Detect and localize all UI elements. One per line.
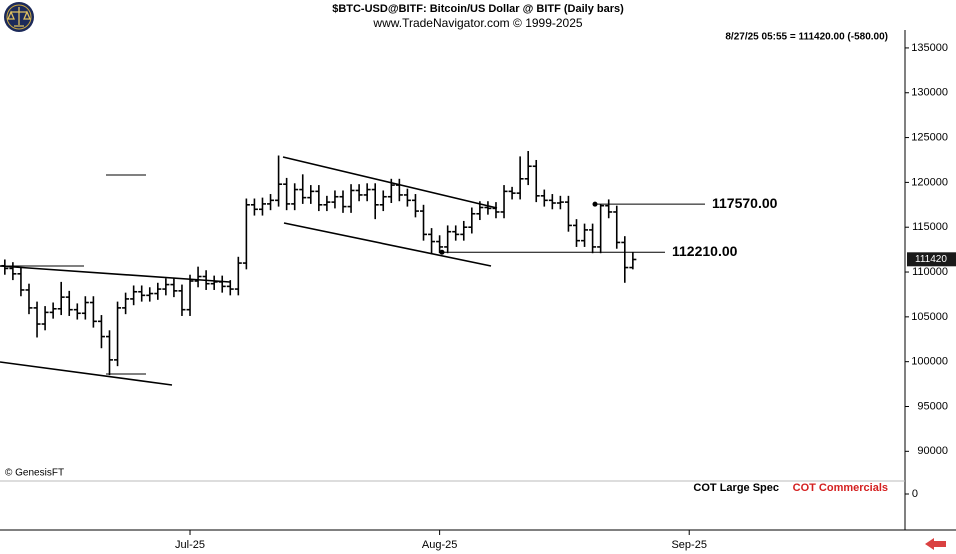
- quote: 8/27/25 05:55 = 111420.00 (-580.00): [725, 32, 888, 43]
- y-tick-label: 115000: [912, 221, 948, 233]
- y-tick-label: 100000: [911, 356, 948, 368]
- level-label: 117570.00: [712, 195, 778, 211]
- y-tick-label: 125000: [911, 131, 948, 143]
- x-tick-label: Aug-25: [422, 539, 457, 551]
- level-dot: [592, 201, 598, 207]
- y-tick-label: 110000: [912, 266, 948, 278]
- last-price-tag: [907, 252, 956, 267]
- level-label: 112210.00: [672, 243, 738, 259]
- y-tick-label: 105000: [911, 311, 948, 323]
- x-tick-label: Sep-25: [671, 539, 706, 551]
- watermark: [925, 538, 946, 550]
- chart-title: $BTC-USD@BITF: Bitcoin/US Dollar @ BITF …: [332, 3, 624, 15]
- level-dot: [439, 249, 445, 255]
- trend-lines: [0, 156, 498, 386]
- y-tick-label: 130000: [911, 87, 948, 99]
- last-price-label: 111420: [915, 254, 947, 265]
- logo: [4, 2, 34, 32]
- y-tick-label: 120000: [911, 176, 948, 188]
- x-tick-label: Jul-25: [175, 539, 205, 551]
- chart-subtitle: www.TradeNavigator.com © 1999-2025: [372, 16, 582, 30]
- y-tick-label: 135000: [911, 42, 948, 54]
- source-note: © GenesisFT: [5, 468, 64, 479]
- y-tick-label: 90000: [917, 445, 948, 457]
- y-tick-label: 95000: [917, 400, 948, 412]
- legend-entry: COT Commercials: [793, 482, 888, 494]
- lower-y-tick-label: 0: [912, 488, 918, 500]
- price-bars: [1, 151, 637, 376]
- legend-entry: COT Large Spec: [693, 482, 779, 494]
